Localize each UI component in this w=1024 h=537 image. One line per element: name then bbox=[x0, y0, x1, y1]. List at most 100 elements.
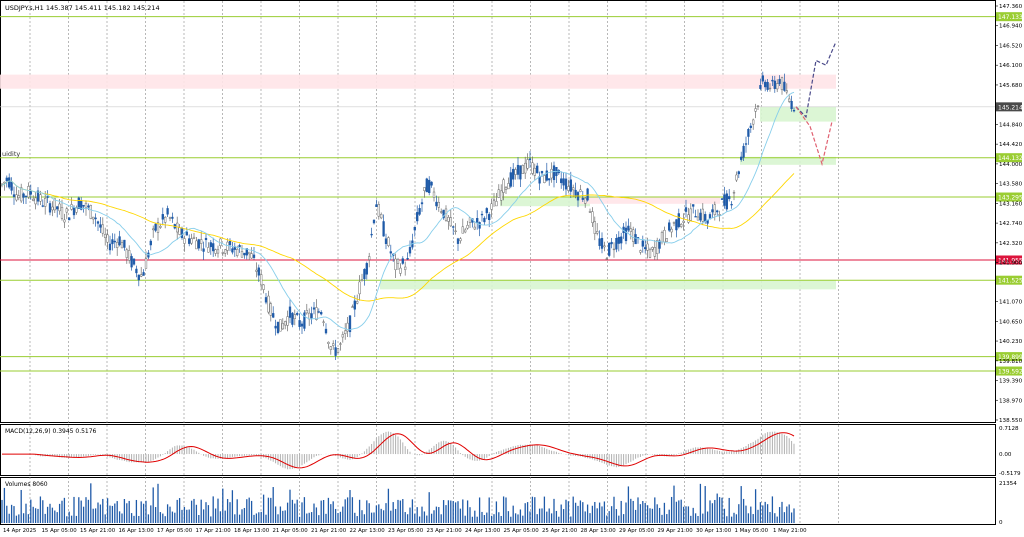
candle-body bbox=[51, 206, 54, 211]
candle-body bbox=[245, 248, 248, 256]
macd-label: MACD(12,26,9) 0.3945 0.5176 bbox=[5, 428, 97, 435]
candle-body bbox=[111, 239, 114, 245]
candle-body bbox=[464, 229, 467, 233]
candle-body bbox=[490, 203, 493, 210]
candle-body bbox=[687, 214, 690, 223]
supply-demand-zones bbox=[0, 74, 836, 290]
candle-body bbox=[228, 241, 232, 246]
candle-body bbox=[389, 251, 392, 254]
candle-body bbox=[317, 311, 320, 313]
candle-body bbox=[624, 227, 628, 242]
level-tag bbox=[996, 153, 1022, 163]
candle-body bbox=[394, 258, 397, 271]
candle-body bbox=[742, 145, 745, 158]
candle-body bbox=[615, 237, 618, 250]
candle-body bbox=[526, 159, 529, 169]
candle-body bbox=[668, 222, 671, 231]
candle-body bbox=[113, 240, 116, 243]
candle-body bbox=[545, 170, 548, 181]
candle-body bbox=[300, 323, 304, 327]
candle-body bbox=[466, 224, 469, 229]
horizontal-levels: 147.133 145.214 144.132 143.295 141.955 141.5… bbox=[0, 12, 1023, 376]
level-tag bbox=[996, 12, 1022, 22]
candle-body bbox=[192, 236, 196, 239]
candle-body bbox=[197, 239, 200, 249]
candle-body bbox=[730, 203, 733, 206]
macd-pane: 0.7128 0.00 -0.5179 bbox=[2, 426, 1021, 477]
price-tick-label: 142.320 bbox=[999, 241, 1023, 247]
candle-body bbox=[778, 79, 781, 84]
time-label: 28 Apr 13:00 bbox=[581, 528, 617, 534]
candle-body bbox=[492, 199, 496, 201]
candle-body bbox=[756, 105, 760, 108]
candle-body bbox=[106, 234, 109, 243]
candle-body bbox=[164, 216, 167, 223]
candle-body bbox=[56, 206, 59, 210]
candle-body bbox=[358, 281, 361, 295]
candle-body bbox=[10, 181, 13, 191]
candle-body bbox=[120, 242, 124, 249]
price-tick-label: 146.100 bbox=[999, 63, 1023, 69]
candle-body bbox=[279, 319, 282, 332]
volume-tick-label: 0 bbox=[999, 520, 1003, 526]
level-value: 145.214 bbox=[998, 104, 1023, 111]
candle-body bbox=[209, 242, 212, 248]
candle-body bbox=[3, 181, 6, 184]
candle-body bbox=[754, 108, 757, 112]
candle-body bbox=[771, 79, 774, 82]
candle-body bbox=[75, 207, 78, 213]
candle-body bbox=[644, 247, 647, 250]
candle-body bbox=[497, 189, 500, 198]
candle-body bbox=[243, 252, 246, 256]
candle-body bbox=[694, 216, 697, 218]
candle-body bbox=[749, 125, 752, 128]
time-label: 25 Apr 05:00 bbox=[504, 528, 540, 534]
candle-body bbox=[77, 197, 80, 209]
candle-body bbox=[137, 274, 140, 281]
candle-body bbox=[144, 258, 148, 269]
candle-body bbox=[656, 240, 659, 254]
candle-body bbox=[617, 236, 620, 244]
liquidity-label: uidity bbox=[2, 150, 20, 158]
candle-body bbox=[452, 226, 455, 228]
candle-body bbox=[108, 243, 112, 251]
candle-body bbox=[168, 217, 172, 219]
level-tag bbox=[996, 352, 1022, 362]
candle-body bbox=[591, 211, 594, 223]
candle-body bbox=[696, 216, 700, 221]
candle-body bbox=[692, 204, 695, 207]
price-tick-label: 140.650 bbox=[999, 319, 1023, 325]
candle-body bbox=[312, 307, 316, 310]
candle-body bbox=[348, 315, 352, 333]
candle-body bbox=[315, 307, 318, 320]
candle-body bbox=[24, 195, 28, 198]
price-tick-label: 138.550 bbox=[999, 418, 1023, 424]
zone-demand bbox=[380, 279, 836, 290]
candle-body bbox=[180, 228, 184, 238]
price-tick-label: 147.360 bbox=[999, 4, 1023, 10]
time-label: 1 May 05:00 bbox=[735, 528, 769, 534]
candle-body bbox=[238, 245, 241, 247]
level-tag bbox=[996, 192, 1022, 202]
candle-body bbox=[39, 194, 42, 202]
candle-body bbox=[533, 167, 536, 176]
level-value: 141.955 bbox=[998, 257, 1023, 264]
price-tick-label: 139.390 bbox=[999, 379, 1023, 385]
candle-body bbox=[152, 228, 155, 231]
time-label: 21 Apr 21:00 bbox=[311, 528, 347, 534]
candle-body bbox=[404, 266, 407, 270]
candle-body bbox=[569, 179, 572, 192]
candle-body bbox=[713, 204, 716, 215]
volumes-label: Volumes 8060 bbox=[5, 481, 48, 488]
candle-body bbox=[125, 249, 128, 258]
candle-body bbox=[766, 81, 769, 90]
candle-body bbox=[336, 348, 340, 353]
level-tag bbox=[996, 275, 1022, 285]
moving-averages bbox=[1, 91, 795, 331]
candle-body bbox=[605, 258, 608, 260]
candle-body bbox=[572, 187, 575, 191]
candle-body bbox=[627, 225, 630, 231]
candle-body bbox=[252, 254, 256, 258]
candle-body bbox=[272, 313, 275, 318]
